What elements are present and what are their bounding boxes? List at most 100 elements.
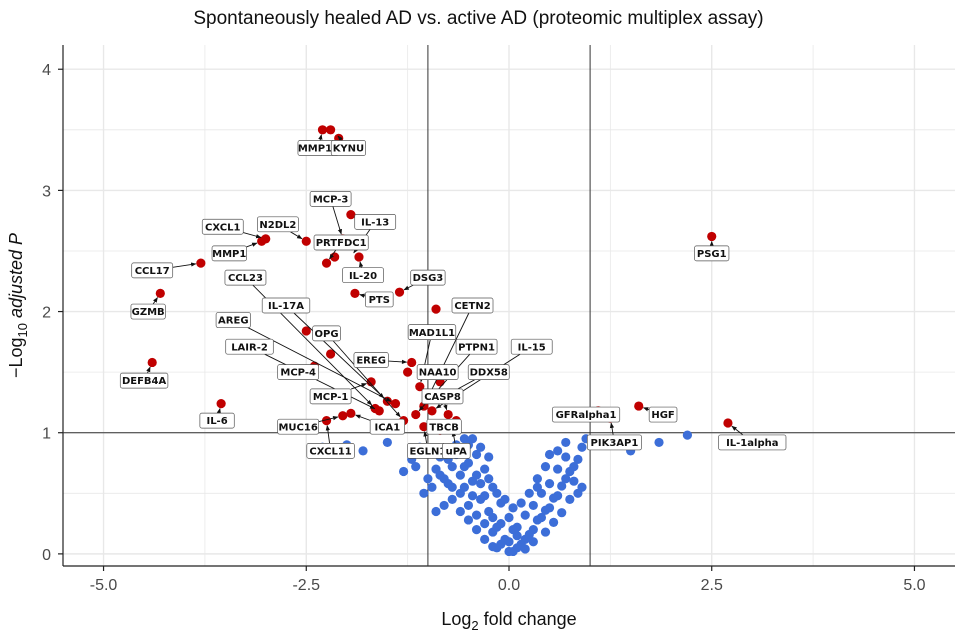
gene-label-text: IL-20 — [349, 271, 377, 282]
gene-label: MMP1 — [211, 245, 247, 262]
significant-point — [707, 231, 717, 242]
nonsignificant-point — [398, 466, 409, 477]
gene-label-text: LAIR-2 — [231, 342, 268, 353]
significant-point — [403, 367, 413, 377]
y-tick-label: 3 — [42, 183, 51, 200]
y-axis-title-p: P — [6, 233, 26, 245]
label-arrow — [290, 231, 303, 240]
gene-label: HGF — [648, 406, 678, 423]
significant-point — [196, 258, 206, 268]
nonsignificant-point — [484, 452, 494, 462]
significant-point — [431, 304, 441, 314]
significant-point — [147, 357, 157, 368]
gene-label-text: AREG — [218, 316, 248, 327]
x-tick-label: 2.5 — [701, 577, 723, 594]
gene-label: TBCB — [426, 418, 462, 435]
nonsignificant-point — [577, 442, 587, 452]
nonsignificant-point — [488, 512, 498, 523]
y-tick-label: 4 — [42, 62, 51, 79]
gene-label-text: GZMB — [132, 307, 165, 318]
nonsignificant-point — [471, 525, 482, 535]
gene-label-box — [257, 216, 299, 233]
gene-label-box — [119, 372, 169, 389]
gene-label-text: PSG1 — [697, 249, 727, 260]
gene-label-box — [648, 406, 678, 423]
gene-label: MCP-4 — [277, 364, 320, 380]
nonsignificant-point — [496, 518, 506, 529]
gene-label: IL-15 — [510, 338, 553, 355]
label-arrow — [246, 242, 258, 248]
significant-point — [338, 411, 348, 421]
gene-label-box — [551, 406, 621, 423]
gene-label-text: MUC16 — [278, 422, 317, 433]
gene-label: CASP8 — [421, 388, 464, 405]
gene-label: IL-17A — [261, 297, 311, 314]
x-axis-title: Log2 fold change — [441, 609, 576, 633]
nonsignificant-point — [532, 515, 542, 525]
gene-label: DDX58 — [467, 364, 510, 380]
nonsignificant-point — [569, 476, 579, 486]
gene-label: MCP-1 — [309, 388, 352, 405]
nonsignificant-point — [459, 434, 469, 444]
label-arrow — [359, 293, 366, 298]
nonsignificant-point — [682, 430, 693, 440]
gene-label: PSG1 — [694, 245, 730, 262]
gene-label-box — [718, 434, 787, 451]
gene-label-text: MCP-3 — [313, 194, 349, 205]
gene-label-box — [261, 297, 311, 314]
nonsignificant-point — [549, 517, 559, 527]
significant-point — [216, 399, 226, 409]
label-arrow — [403, 284, 414, 291]
nonsignificant-point — [561, 437, 571, 448]
nonsignificant-point — [439, 500, 449, 511]
gene-label-box — [306, 443, 355, 459]
nonsignificant-point — [524, 529, 534, 540]
x-tick-label: 5.0 — [903, 577, 925, 594]
significant-point — [415, 382, 425, 392]
gene-label-text: GFRalpha1 — [556, 410, 617, 421]
nonsignificant-point — [471, 510, 482, 520]
nonsignificant-point — [419, 488, 429, 498]
gene-label-box — [131, 262, 174, 279]
label-arrow — [359, 261, 364, 268]
label-arrow — [152, 297, 158, 305]
gene-label: CXCL11 — [306, 443, 355, 459]
significant-point — [634, 401, 644, 411]
gene-label: N2DL2 — [257, 216, 299, 233]
label-arrow — [318, 134, 323, 141]
gene-label: MCP-3 — [309, 191, 352, 207]
nonsignificant-point — [540, 505, 551, 515]
gene-label-text: MCP-4 — [280, 368, 316, 379]
significant-point — [411, 409, 421, 420]
nonsignificant-point — [358, 446, 368, 456]
y-axis-title: −Log10 adjusted P — [6, 233, 30, 378]
gene-label: KYNU — [330, 140, 366, 156]
nonsignificant-point — [480, 491, 490, 501]
gene-label-text: EGLN1 — [410, 446, 447, 457]
gene-label-text: CXCL1 — [205, 222, 240, 233]
gene-label-text: MMP1 — [212, 249, 246, 260]
nonsignificant-point — [476, 442, 486, 452]
significant-point — [346, 408, 356, 418]
nonsignificant-point — [500, 494, 510, 504]
gene-label: PTPN1 — [455, 338, 498, 355]
significant-point — [350, 288, 360, 298]
nonsignificant-point — [411, 462, 421, 472]
label-arrow — [731, 425, 744, 436]
gene-label-box — [416, 364, 459, 380]
nonsignificant-point — [463, 500, 474, 511]
nonsignificant-point — [573, 454, 583, 464]
gene-label-box — [215, 312, 251, 328]
gene-label-text: N2DL2 — [259, 220, 296, 231]
nonsignificant-point — [540, 527, 551, 537]
gene-label: DSG3 — [410, 269, 446, 286]
significant-point — [155, 288, 165, 298]
gene-label-text: IL-17A — [268, 301, 304, 312]
gene-label-text: MAD1L1 — [409, 328, 455, 339]
gene-label-text: PTS — [369, 295, 390, 306]
gene-label-box — [330, 140, 366, 156]
gene-label: NAA10 — [416, 364, 459, 380]
significant-point — [374, 406, 384, 416]
gridlines — [63, 45, 955, 566]
